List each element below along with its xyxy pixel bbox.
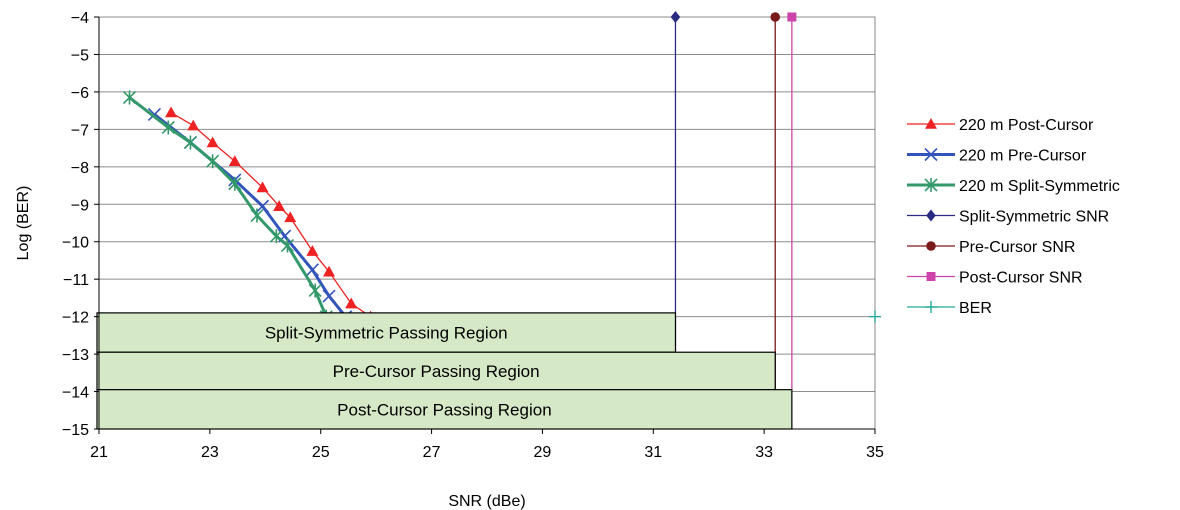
legend-item: 220 m Pre-Cursor xyxy=(907,148,1087,165)
series-220-m-post-cursor xyxy=(165,106,377,322)
legend-label: Split-Symmetric SNR xyxy=(959,209,1109,226)
plus-marker xyxy=(925,301,937,313)
x-marker-stroke xyxy=(147,107,161,121)
x-tick-label: 31 xyxy=(644,444,662,461)
passing-regions: Split-Symmetric Passing Region Pre-Cursor… xyxy=(96,312,793,430)
asterisk-marker xyxy=(183,135,198,150)
square-marker xyxy=(787,12,797,22)
legend-label: 220 m Pre-Cursor xyxy=(959,148,1087,165)
triangle-marker xyxy=(187,119,200,131)
x-tick-label: 33 xyxy=(755,444,773,461)
asterisk-marker xyxy=(206,154,220,169)
legend-item: Split-Symmetric SNR xyxy=(907,209,1109,226)
x-tick-label: 27 xyxy=(423,444,441,461)
asterisk-marker xyxy=(924,178,938,192)
plus-marker xyxy=(869,310,881,323)
legend-item: Post-Cursor SNR xyxy=(907,270,1083,287)
series-line xyxy=(128,96,328,318)
y-tick-label: −7 xyxy=(71,122,89,139)
x-marker xyxy=(255,199,270,213)
x-axis-title: SNR (dBe) xyxy=(448,493,525,510)
asterisk-marker xyxy=(269,229,283,244)
legend-item: 220 m Post-Cursor xyxy=(907,117,1094,134)
legend-item: 220 m Split-Symmetric xyxy=(907,178,1120,195)
diamond-marker xyxy=(926,209,936,222)
y-tick-label: −8 xyxy=(71,160,89,177)
asterisk-marker xyxy=(161,120,175,135)
legend-label: 220 m Post-Cursor xyxy=(959,117,1094,134)
passing-region-label: Pre-Cursor Passing Region xyxy=(333,362,540,381)
passing-region-box xyxy=(96,389,793,430)
triangle-marker xyxy=(323,265,336,277)
asterisk-marker xyxy=(228,176,242,191)
triangle-marker xyxy=(306,245,319,256)
y-tick-label: −5 xyxy=(71,47,89,64)
x-marker-stroke xyxy=(924,147,938,162)
passing-region-label: Split-Symmetric Passing Region xyxy=(265,324,508,343)
y-tick-label: −6 xyxy=(71,85,89,102)
triangle-marker xyxy=(206,136,219,148)
legend-label: 220 m Split-Symmetric xyxy=(959,178,1120,195)
y-tick-label: −11 xyxy=(63,272,89,289)
passing-region-label: Post-Cursor Passing Region xyxy=(337,400,551,419)
circle-marker xyxy=(926,241,936,251)
y-tick-label: −4 xyxy=(71,10,89,27)
series-post-cursor-snr xyxy=(787,12,797,429)
x-tick-label: 23 xyxy=(201,444,219,461)
y-axis-title: Log (BER) xyxy=(15,186,32,261)
x-marker-stroke xyxy=(255,199,270,213)
triangle-marker xyxy=(165,106,178,118)
triangle-marker xyxy=(256,181,269,193)
triangle-marker xyxy=(345,297,358,309)
legend: 220 m Post-Cursor 220 m Pre-Cursor 220 m S… xyxy=(907,117,1120,317)
y-tick-label: −9 xyxy=(71,197,89,214)
y-tick-label: −15 xyxy=(62,422,89,439)
triangle-marker xyxy=(284,211,297,223)
diamond-marker xyxy=(670,11,681,23)
legend-label: Post-Cursor SNR xyxy=(959,270,1083,287)
x-tick-label: 21 xyxy=(90,444,108,461)
x-tick-label: 25 xyxy=(312,444,330,461)
y-tick-label: −12 xyxy=(62,310,89,327)
legend-item: BER xyxy=(907,300,992,317)
asterisk-marker xyxy=(250,208,264,223)
x-marker xyxy=(322,289,336,303)
y-tick-label: −14 xyxy=(62,385,89,402)
y-tick-label: −13 xyxy=(62,347,89,364)
axes xyxy=(94,16,876,434)
x-marker xyxy=(924,147,938,162)
triangle-marker xyxy=(925,118,937,129)
triangle-marker xyxy=(228,155,241,166)
legend-label: BER xyxy=(959,300,992,317)
circle-marker xyxy=(770,12,781,22)
x-marker xyxy=(305,263,319,277)
x-tick-label: 29 xyxy=(534,444,552,461)
triangle-marker xyxy=(273,200,286,211)
y-tick-label: −10 xyxy=(62,235,89,252)
passing-region-box xyxy=(96,351,776,391)
passing-region-box xyxy=(96,312,677,353)
square-marker xyxy=(926,272,936,281)
x-marker-stroke xyxy=(305,263,319,277)
x-marker-stroke xyxy=(322,289,336,303)
legend-item: Pre-Cursor SNR xyxy=(907,239,1075,256)
x-tick-label: 35 xyxy=(866,444,884,461)
asterisk-marker xyxy=(308,283,322,298)
asterisk-marker xyxy=(122,90,137,105)
asterisk-marker xyxy=(280,238,295,253)
series-ber xyxy=(869,310,881,323)
legend-label: Pre-Cursor SNR xyxy=(959,239,1075,256)
